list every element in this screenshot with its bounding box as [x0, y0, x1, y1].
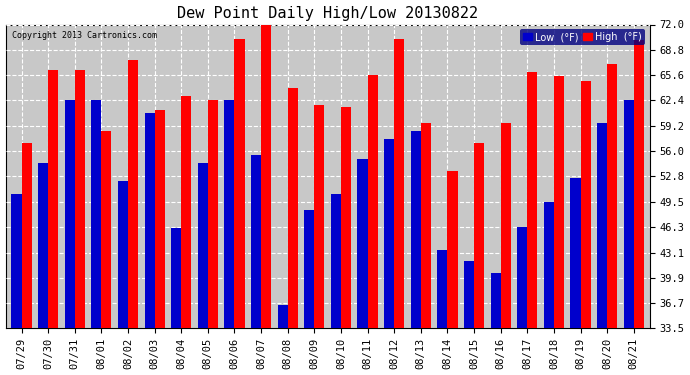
Bar — [288, 88, 298, 328]
Bar — [394, 39, 404, 328]
Bar — [580, 81, 591, 328]
Bar — [21, 143, 32, 328]
Bar — [607, 64, 618, 328]
Bar — [181, 96, 191, 328]
Text: Copyright 2013 Cartronics.com: Copyright 2013 Cartronics.com — [12, 31, 157, 40]
Bar — [411, 131, 421, 328]
Bar — [437, 249, 447, 328]
Bar — [251, 155, 261, 328]
Bar — [544, 202, 554, 328]
Bar — [171, 228, 181, 328]
Bar — [118, 181, 128, 328]
Bar — [624, 99, 633, 328]
Bar — [235, 39, 244, 328]
Bar — [571, 178, 580, 328]
Bar — [277, 305, 288, 328]
Bar — [12, 194, 21, 328]
Bar — [447, 171, 457, 328]
Bar — [633, 40, 644, 328]
Title: Dew Point Daily High/Low 20130822: Dew Point Daily High/Low 20130822 — [177, 6, 478, 21]
Bar — [65, 99, 75, 328]
Bar — [384, 139, 394, 328]
Bar — [208, 99, 218, 328]
Bar — [357, 159, 368, 328]
Bar — [75, 70, 85, 328]
Bar — [501, 123, 511, 328]
Bar — [368, 75, 377, 328]
Bar — [518, 227, 527, 328]
Bar — [91, 99, 101, 328]
Bar — [304, 210, 315, 328]
Bar — [597, 123, 607, 328]
Bar — [474, 143, 484, 328]
Bar — [315, 105, 324, 328]
Bar — [48, 70, 58, 328]
Legend: Low  (°F), High  (°F): Low (°F), High (°F) — [520, 29, 645, 45]
Bar — [527, 72, 538, 328]
Bar — [38, 163, 48, 328]
Bar — [331, 194, 341, 328]
Bar — [261, 21, 271, 328]
Bar — [155, 110, 165, 328]
Bar — [101, 131, 112, 328]
Bar — [421, 123, 431, 328]
Bar — [554, 76, 564, 328]
Bar — [224, 99, 235, 328]
Bar — [198, 163, 208, 328]
Bar — [128, 60, 138, 328]
Bar — [491, 273, 501, 328]
Bar — [144, 113, 155, 328]
Bar — [341, 107, 351, 328]
Bar — [464, 261, 474, 328]
